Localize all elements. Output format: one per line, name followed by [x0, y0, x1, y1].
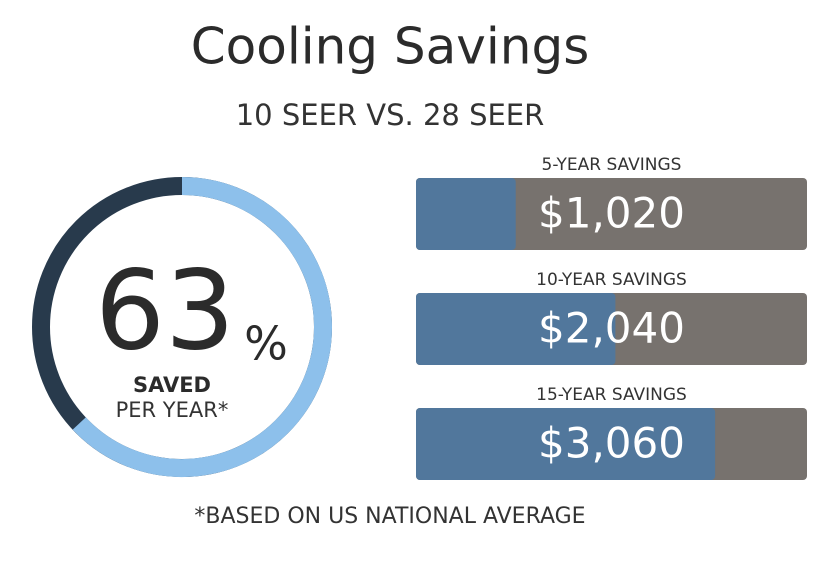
donut-label: SAVED [133, 373, 211, 397]
bar [416, 293, 616, 365]
donut-arc [72, 177, 332, 477]
footnote: *BASED ON US NATIONAL AVERAGE [194, 504, 585, 529]
subtitle: 10 SEER VS. 28 SEER [236, 98, 545, 132]
bar [416, 408, 716, 480]
bar-category: 5-YEAR SAVINGS [542, 155, 682, 175]
bar-value-label: $2,040 [538, 304, 685, 353]
donut-sublabel: PER YEAR* [116, 398, 229, 422]
bar-value-label: $3,060 [538, 419, 685, 468]
title: Cooling Savings [191, 18, 590, 76]
bar-value-label: $1,020 [538, 189, 685, 238]
donut-unit: % [244, 317, 288, 371]
bar [416, 178, 516, 250]
donut-value: 63 [95, 246, 235, 374]
bar-category: 10-YEAR SAVINGS [536, 270, 687, 290]
bar-category: 15-YEAR SAVINGS [536, 385, 687, 405]
